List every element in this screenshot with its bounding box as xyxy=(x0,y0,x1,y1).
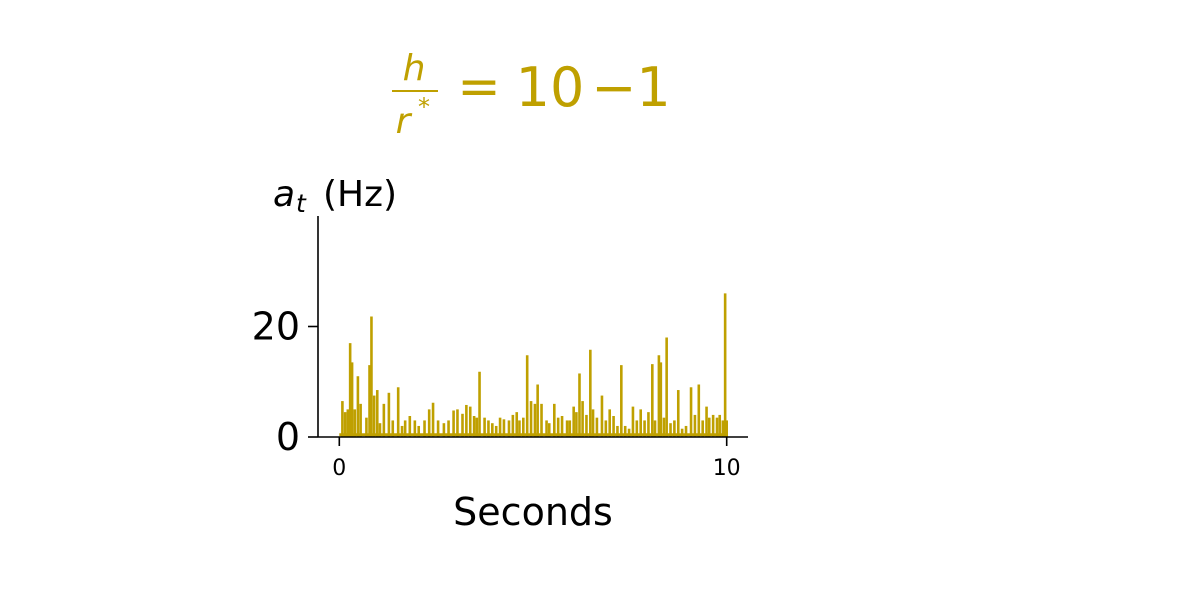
title-base: 10 xyxy=(516,56,585,119)
y-tick-label-0: 0 xyxy=(276,415,300,459)
axes: 0 20 0 10 xyxy=(252,216,748,481)
title-denominator: r xyxy=(396,101,413,142)
chart-title: h r * = 10 −1 xyxy=(392,48,671,142)
y-axis-label: a t (Hz) xyxy=(273,174,397,218)
y-axis-label-symbol: a xyxy=(273,174,295,215)
x-axis-label: Seconds xyxy=(453,490,613,534)
series-spikes xyxy=(339,293,728,437)
y-axis-label-unit: (Hz) xyxy=(323,174,397,215)
y-tick-label-1: 20 xyxy=(252,305,300,349)
x-tick-label-1: 10 xyxy=(713,456,741,481)
y-axis-label-subscript: t xyxy=(296,189,307,218)
title-exponent: −1 xyxy=(591,56,671,119)
title-numerator: h xyxy=(403,48,426,89)
title-equals: = xyxy=(457,57,501,117)
title-denominator-sup: * xyxy=(418,93,430,121)
x-tick-label-0: 0 xyxy=(332,456,346,481)
